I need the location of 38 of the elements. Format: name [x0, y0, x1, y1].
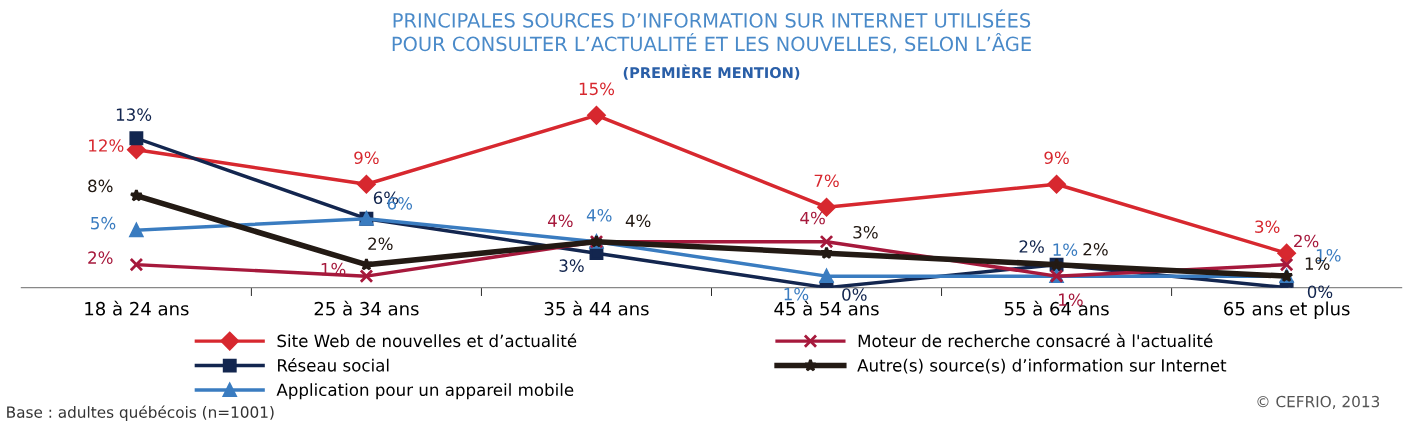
data-label: 9%: [354, 151, 379, 165]
data-label: 4%: [547, 214, 573, 228]
legend-label: Autre(s) source(s) d’information sur Internet: [857, 358, 1227, 374]
data-label: 2%: [1294, 234, 1319, 248]
data-label: 2%: [1019, 240, 1044, 253]
data-label: 15%: [579, 82, 615, 96]
legend-label: Moteur de recherche consacré à l'actualité: [858, 333, 1213, 348]
text: Base : adultes québécois (n=1001): [7, 405, 274, 421]
data-label: 1%: [1053, 243, 1078, 256]
text: © CEFRIO, 2013: [1257, 395, 1380, 409]
legend-label: Réseau social: [278, 358, 389, 372]
data-label: 13%: [116, 108, 152, 121]
legend-label: Site Web de nouvelles et d’actualité: [277, 333, 577, 348]
data-label: 4%: [800, 211, 825, 225]
data-label: 12%: [89, 139, 124, 152]
data-label: 3%: [559, 259, 584, 272]
data-label: 5%: [91, 216, 116, 230]
legend-label: Application pour un appareil mobile: [276, 383, 574, 400]
data-label: 0%: [1307, 285, 1333, 299]
data-label: 0%: [842, 288, 867, 301]
data-label: 2%: [1083, 243, 1108, 256]
x-tick-label: 18 à 24 ans: [85, 300, 189, 316]
data-label: 3%: [853, 225, 878, 239]
chart-title: PRINCIPALES SOURCES D’INFORMATION SUR INTERNET UTILISÉES POUR CONSULTER L’ACTUALITÉ ET LES NOUVELLES, SELON L’ÂGE: [392, 9, 1031, 54]
data-label: 8%: [88, 179, 113, 193]
x-tick-label: 25 à 34 ans: [314, 300, 419, 316]
chart-subtitle: (PREMIÈRE MENTION): [623, 64, 800, 80]
data-label: 2%: [88, 251, 113, 264]
x-tick-label: 35 à 44 ans: [544, 300, 649, 316]
x-tick-label: 65 ans et plus: [1224, 301, 1350, 319]
data-label: 3%: [1255, 220, 1280, 234]
data-label: 4%: [586, 208, 612, 222]
data-label: 1%: [784, 287, 809, 301]
data-label: 9%: [1044, 151, 1069, 165]
x-tick-label: 45 à 54 ans: [774, 300, 879, 316]
data-label: 7%: [814, 174, 839, 188]
data-label: 2%: [368, 237, 393, 251]
data-label: 4%: [625, 214, 651, 228]
